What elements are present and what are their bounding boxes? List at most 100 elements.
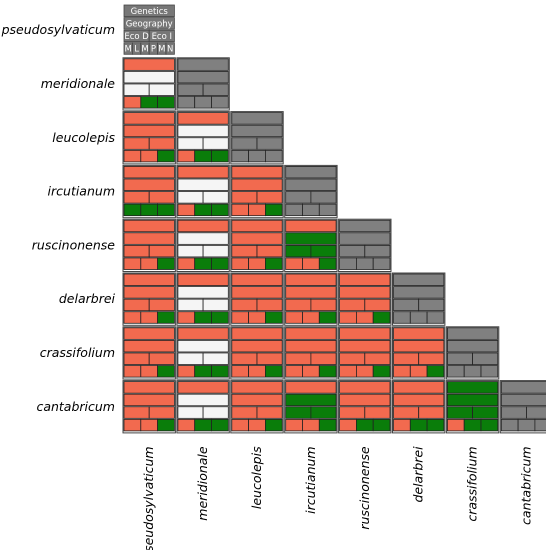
geography-block (177, 178, 229, 191)
cell-delarbrei-pseudosylvaticum (122, 272, 176, 326)
trait-block (426, 418, 445, 432)
eco-i-block (148, 137, 175, 150)
geography-block (339, 339, 391, 353)
genetics-block (231, 112, 283, 125)
eco-i-block (256, 137, 283, 150)
genetics-block (285, 381, 337, 394)
trait-block (480, 365, 499, 378)
legend-trait-1-label: L (134, 45, 139, 55)
eco-d-block (123, 244, 150, 258)
geography-block (123, 124, 175, 138)
trait-block (248, 203, 266, 217)
eco-d-block (231, 298, 258, 312)
col-label-meridionale: meridionale (195, 446, 210, 521)
genetics-block (285, 219, 337, 233)
eco-i-block (148, 298, 175, 312)
col-label-ruscinonense: ruscinonense (357, 446, 372, 530)
eco-i-block (364, 406, 391, 419)
trait-block (177, 311, 196, 324)
trait-block (248, 365, 266, 378)
geography-block (393, 339, 445, 353)
cell-ruscinonense-pseudosylvaticum (122, 218, 176, 272)
eco-i-block (148, 352, 175, 365)
eco-i-block (202, 244, 229, 258)
trait-block (211, 418, 229, 432)
genetics-block (123, 327, 175, 340)
trait-block (140, 365, 159, 378)
geography-block (285, 339, 337, 353)
trait-block (534, 418, 546, 432)
eco-i-block (418, 352, 445, 365)
trait-block (211, 96, 229, 109)
trait-block (372, 311, 391, 324)
cell-cantabricum-ircutianum (284, 380, 338, 434)
trait-block (372, 418, 391, 432)
genetics-block (123, 273, 175, 286)
legend-genetics-label: Genetics (131, 7, 169, 17)
eco-d-block (285, 406, 312, 419)
eco-i-block (202, 406, 229, 419)
genetics-block (393, 327, 445, 340)
trait-block (409, 365, 428, 378)
eco-d-block (231, 191, 258, 204)
trait-block (140, 203, 159, 217)
trait-block (194, 418, 212, 432)
trait-block (140, 418, 159, 432)
diagonal-cell-crassifolium (445, 326, 500, 380)
row-label-ruscinonense: ruscinonense (32, 237, 116, 252)
legend-trait-2-label: M (141, 45, 148, 55)
cell-delarbrei-meridionale (176, 272, 230, 326)
eco-d-block (393, 352, 420, 365)
trait-block (194, 203, 212, 217)
eco-d-block (285, 244, 312, 258)
row-label-cantabricum: cantabricum (36, 399, 115, 414)
cell-cantabricum-pseudosylvaticum (122, 380, 176, 434)
geography-block (177, 232, 229, 245)
genetics-block (285, 327, 337, 340)
trait-block (123, 365, 142, 378)
cell-crassifolium-ircutianum (284, 326, 338, 380)
cell-crassifolium-ruscinonense (338, 326, 392, 380)
eco-d-block (123, 137, 150, 150)
geography-block (123, 70, 175, 84)
eco-d-block (231, 352, 258, 365)
trait-block (231, 149, 250, 163)
row-label-pseudosylvaticum: pseudosylvaticum (1, 22, 115, 37)
genetics-block (231, 165, 283, 179)
trait-block (157, 203, 175, 217)
trait-block (517, 418, 536, 432)
geography-block (177, 339, 229, 353)
geography-block (123, 286, 175, 299)
trait-block (264, 311, 283, 324)
eco-d-block (123, 352, 150, 365)
trait-block (194, 311, 212, 324)
trait-block (302, 418, 320, 432)
trait-block (302, 365, 320, 378)
trait-block (285, 365, 303, 378)
trait-block (140, 96, 159, 109)
trait-block (157, 96, 175, 109)
eco-i-block (364, 298, 391, 312)
trait-block (409, 418, 428, 432)
eco-i-block (310, 191, 337, 204)
eco-d-block (177, 137, 204, 150)
col-label-crassifolium: crassifolium (465, 446, 480, 521)
geography-block (177, 124, 229, 138)
eco-d-block (446, 406, 473, 419)
genetics-block (123, 165, 175, 179)
geography-block (231, 393, 283, 407)
trait-block (463, 418, 482, 432)
eco-i-block (526, 406, 546, 419)
trait-block (339, 311, 357, 324)
cell-crassifolium-delarbrei (392, 326, 446, 380)
row-label-ircutianum: ircutianum (48, 184, 115, 199)
legend-eco-i (148, 29, 175, 43)
trait-block (339, 418, 357, 432)
trait-block (211, 365, 229, 378)
trait-block (123, 418, 142, 432)
cell-leucolepis-pseudosylvaticum (122, 111, 176, 165)
geography-block (285, 232, 337, 245)
trait-block (355, 418, 374, 432)
row-label-leucolepis: leucolepis (52, 130, 115, 145)
trait-block (177, 96, 196, 109)
